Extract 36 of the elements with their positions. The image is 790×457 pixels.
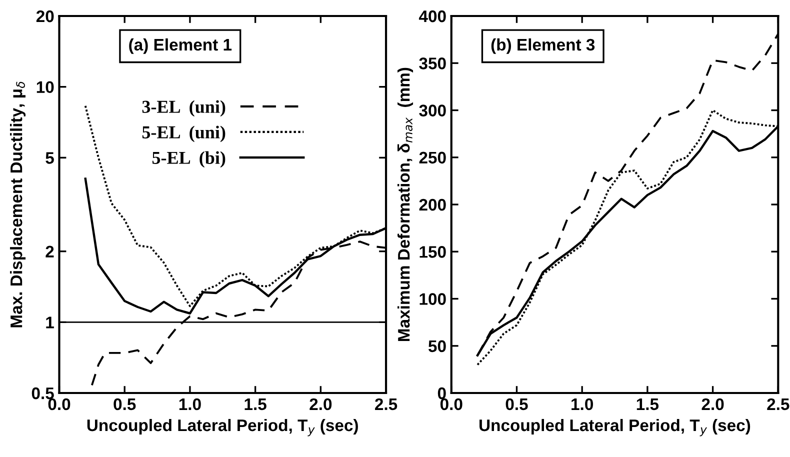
text: (a) Element 1 (129, 38, 232, 54)
y-axis-title: Max. Displacement Ductility, μ$_{δ}$ (10, 82, 26, 328)
y-tick-label: 200 (419, 198, 446, 211)
x-tick-label: 1.0 (179, 398, 201, 410)
y-axis-title: Maximum Deformation, δ$_{max}$ (mm) (397, 68, 414, 341)
y-tick-label: 250 (419, 152, 446, 164)
y-tick-label: 50 (428, 340, 446, 352)
x-tick-label: 1.5 (636, 398, 659, 410)
y-tick-label: 300 (419, 104, 446, 116)
x-tick-label: 2.0 (702, 398, 724, 410)
text: (b) Element 3 (491, 38, 595, 54)
x-axis-title: Uncoupled Lateral Period, T$_{y}$ (sec) (87, 418, 358, 436)
x-tick-label: 0.5 (114, 398, 136, 410)
y-tick-label: 400 (418, 10, 446, 22)
legend-label: 5-EL (bi) (152, 151, 226, 168)
y-tick-label: 20 (36, 10, 54, 22)
legend-label: 3-EL (uni) (142, 100, 226, 117)
x-tick-label: 1.0 (572, 398, 593, 410)
x-tick-label: 1.5 (244, 398, 266, 410)
x-axis-title: Uncoupled Lateral Period, T$_{y}$ (sec) (480, 418, 750, 436)
y-tick-label: 10 (36, 81, 54, 94)
y-tick-label: 1 (46, 316, 54, 328)
y-tick-label: 5 (46, 152, 54, 164)
x-tick-label: 0.5 (506, 398, 528, 410)
y-tick-label: 2 (46, 246, 54, 258)
x-tick-label: 2.0 (310, 398, 332, 410)
y-tick-label: 0.5 (32, 387, 54, 400)
x-tick-label: 2.5 (767, 398, 790, 410)
y-tick-label: 350 (419, 58, 446, 70)
y-tick-label: 100 (420, 293, 446, 305)
legend-label: 5-EL (uni) (142, 126, 226, 142)
y-tick-label: 0 (438, 387, 446, 400)
y-tick-label: 150 (420, 246, 446, 258)
x-tick-label: 0.0 (440, 398, 462, 410)
x-tick-label: 0.0 (48, 398, 70, 410)
x-tick-label: 2.5 (375, 398, 398, 410)
